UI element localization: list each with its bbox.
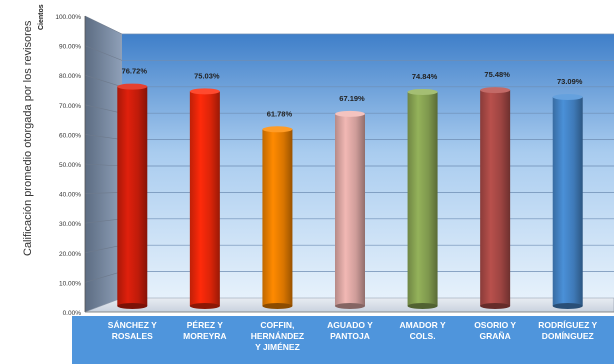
side-wall bbox=[85, 16, 122, 312]
value-label: 61.78% bbox=[267, 109, 293, 118]
bar-base bbox=[117, 303, 148, 309]
value-label: 75.03% bbox=[194, 71, 220, 80]
bar-base bbox=[262, 303, 293, 309]
category-label: DOMÍNGUEZ bbox=[542, 331, 594, 341]
category-label: COFFIN, bbox=[260, 320, 294, 330]
y-tick-label: 30.00% bbox=[59, 221, 81, 228]
y-tick-label: 10.00% bbox=[59, 280, 81, 287]
category-label: MOREYRA bbox=[183, 331, 226, 341]
y-tick-label: 20.00% bbox=[59, 251, 81, 258]
category-label: HERNÁNDEZ bbox=[251, 331, 304, 341]
bar-base bbox=[552, 303, 583, 309]
y-tick-label: 0.00% bbox=[63, 310, 82, 317]
gridline-side bbox=[84, 74, 123, 88]
gridline-side bbox=[84, 104, 123, 114]
category-label: Y JIMÉNEZ bbox=[255, 342, 300, 352]
y-tick-label: 50.00% bbox=[59, 162, 81, 169]
gridline-side bbox=[84, 134, 123, 140]
category-band bbox=[72, 316, 614, 364]
bar-base bbox=[407, 303, 438, 309]
y-tick-label: 80.00% bbox=[59, 73, 81, 80]
bar-base bbox=[335, 303, 365, 309]
category-label: RODRÍGUEZ Y bbox=[538, 320, 597, 330]
bar-base bbox=[480, 303, 511, 309]
bar-base bbox=[189, 303, 220, 309]
category-label: PÉREZ Y bbox=[187, 320, 224, 330]
y-tick-label: 70.00% bbox=[59, 103, 81, 110]
bar bbox=[407, 91, 438, 306]
bar-top bbox=[552, 93, 583, 100]
gridline-side bbox=[84, 192, 123, 194]
category-label: ROSALES bbox=[112, 331, 153, 341]
bar-top bbox=[117, 83, 148, 90]
bar bbox=[117, 86, 148, 306]
bar bbox=[262, 129, 293, 306]
bar-top bbox=[480, 87, 511, 94]
bar-top bbox=[335, 110, 365, 117]
value-label: 75.48% bbox=[484, 70, 510, 79]
value-label: 76.72% bbox=[122, 67, 148, 76]
gridline-side bbox=[84, 271, 123, 283]
bar bbox=[480, 90, 511, 306]
category-label: SÁNCHEZ Y bbox=[108, 320, 157, 330]
bar-top bbox=[407, 88, 438, 95]
category-label: OSORIO Y bbox=[474, 320, 516, 330]
gridline-side bbox=[84, 244, 123, 254]
value-label: 67.19% bbox=[339, 94, 365, 103]
y-tick-label: 90.00% bbox=[59, 44, 81, 51]
bar-top bbox=[262, 126, 293, 133]
bar bbox=[189, 91, 220, 306]
y-tick-label: 100.00% bbox=[55, 14, 81, 21]
bar bbox=[335, 113, 365, 306]
category-label: GRAÑA bbox=[480, 331, 511, 341]
gridline-side bbox=[84, 45, 123, 61]
gridline-side bbox=[84, 15, 123, 35]
category-label: AGUADO Y bbox=[327, 320, 373, 330]
category-label: COLS. bbox=[410, 331, 436, 341]
y-tick-label: 60.00% bbox=[59, 132, 81, 139]
value-label: 73.09% bbox=[557, 77, 583, 86]
gridline-side bbox=[84, 218, 123, 224]
category-label: PANTOJA bbox=[330, 331, 370, 341]
value-label: 74.84% bbox=[412, 72, 438, 81]
category-label: AMADOR Y bbox=[400, 320, 446, 330]
gridline-side bbox=[84, 163, 123, 167]
bar bbox=[552, 96, 583, 306]
y-tick-label: 40.00% bbox=[59, 192, 81, 199]
bar-top bbox=[189, 88, 220, 95]
